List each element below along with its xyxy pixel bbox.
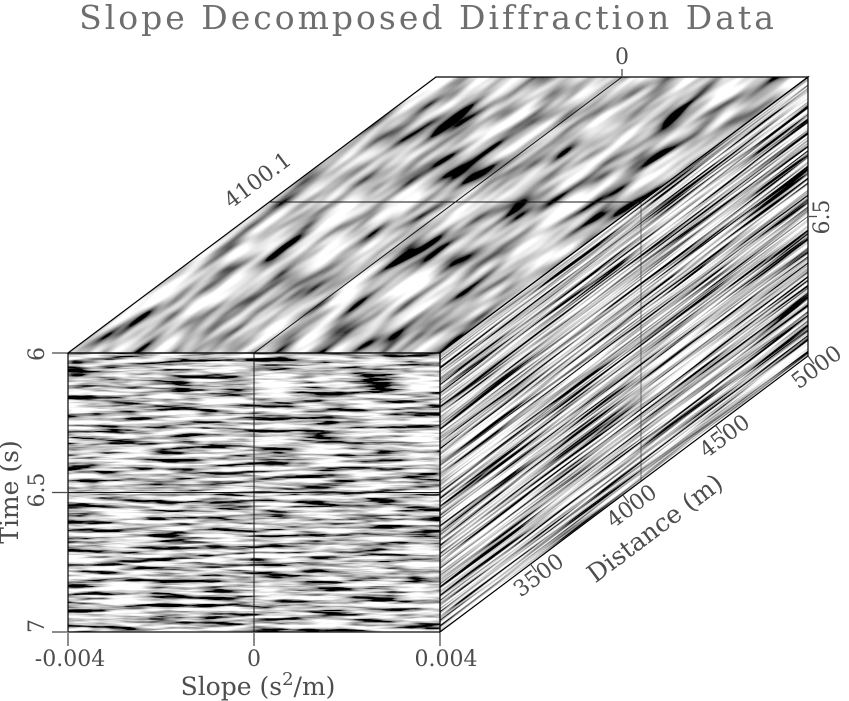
time-axis-right: 6.5 [809, 200, 835, 235]
distance-tick-mark-4500 [715, 425, 723, 434]
slope-axis-title-suffix: /m) [294, 672, 336, 701]
slope-axis-title-superscript: 2 [282, 669, 293, 690]
slope-top-tick-label-0: 0 [615, 45, 629, 70]
slope-axis-title: Slope (s2/m) [181, 669, 336, 701]
time-side-tick-label-6p5: 6.5 [810, 200, 835, 235]
time-axis: 6 6.5 7 Time (s) [0, 347, 67, 633]
time-axis-title: Time (s) [0, 440, 24, 543]
plot-title: Slope Decomposed Diffraction Data [79, 0, 777, 37]
slope-tick-label-neg: -0.004 [35, 647, 105, 672]
frame-lines [68, 76, 809, 632]
time-tick-label-6: 6 [25, 347, 50, 361]
slope-tick-label-pos: 0.004 [415, 647, 478, 672]
slope-axis-title-prefix: Slope (s [181, 672, 283, 701]
distance-tick-mark-5000 [807, 355, 815, 365]
time-tick-label-7: 7 [25, 619, 50, 633]
slope-tick-label-0: 0 [247, 647, 261, 672]
frame-line-time6p5-side [439, 216, 809, 493]
frame-line-slope0-top [253, 76, 623, 354]
time-tick-label-6p5: 6.5 [25, 473, 50, 508]
slope-axis: -0.004 0 0.004 Slope (s2/m) 0 [35, 45, 629, 701]
distance-tick-mark-4000 [622, 494, 630, 504]
distance-tick-mark-3500 [529, 563, 538, 573]
